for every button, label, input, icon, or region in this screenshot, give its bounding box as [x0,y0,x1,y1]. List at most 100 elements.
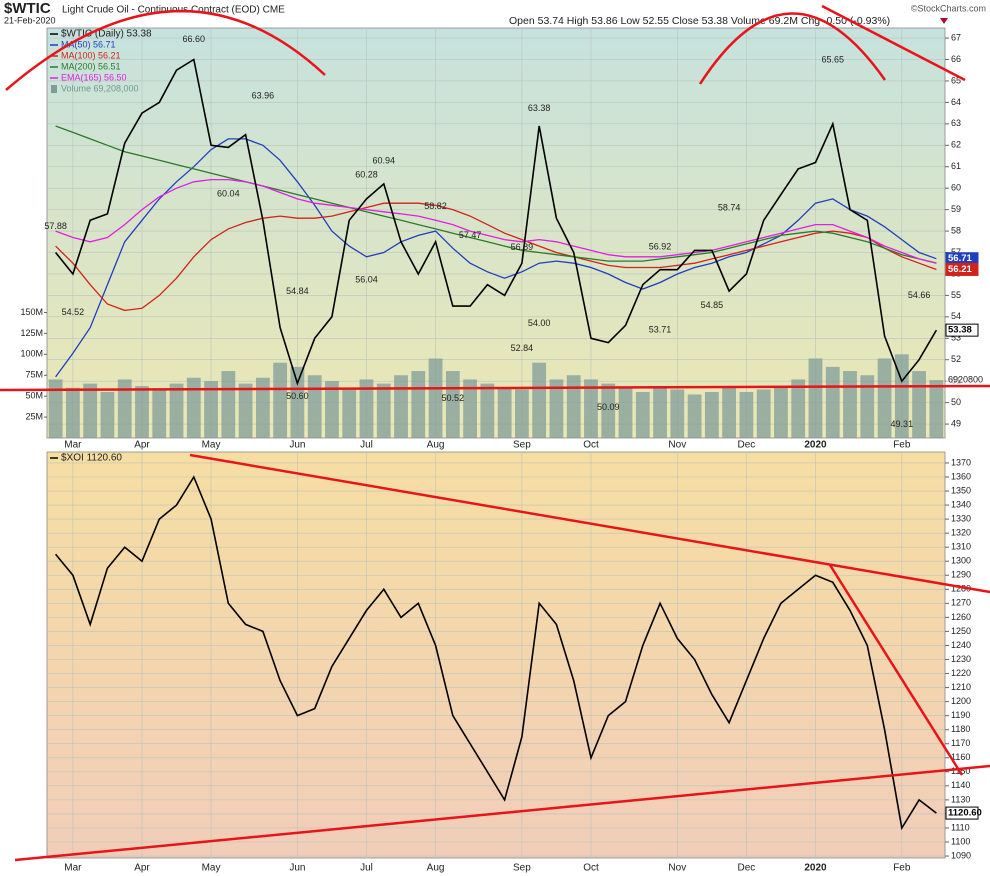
y-tick-label: 1170 [951,738,970,748]
y-tick-label: 1370 [951,457,971,467]
volume-bar [653,386,667,438]
volume-bar [411,371,426,438]
y-tick-label: 1280 [951,584,971,594]
price-label: 50.52 [442,393,465,403]
ma-line [55,138,937,378]
annotations [0,4,990,862]
x-tick-label: Aug [427,863,445,874]
y-tick-label: 1320 [951,528,971,538]
x-tick-label: Oct [583,440,599,451]
y-tick-label: 59 [951,204,961,214]
y-tick-label: 1330 [951,513,971,523]
ma-tag [945,262,979,276]
volume-bar [186,377,201,438]
price-tag-label: 1120.60 [948,808,982,819]
price-label: 65.65 [821,54,844,64]
x-tick-label: Mar [64,863,82,874]
y-tick-label: 1180 [951,724,970,734]
x-tick-label: Jun [289,440,305,451]
volume-bar [48,379,63,438]
price-line [54,475,937,831]
trend-top-right [821,4,966,82]
price-label: 52.84 [511,343,534,353]
y-tick-label: 50 [951,397,961,407]
volume-bar [877,358,892,438]
y-tick-label: 66 [951,54,961,64]
x-tick-label: Feb [893,863,911,874]
price-label: 56.92 [649,242,672,252]
volume-bar [394,375,408,438]
x-tick-label: Sep [513,863,531,874]
volume-bar [514,389,529,438]
volume-tick-label: 75M [25,370,43,380]
x-tick-label: Dec [738,863,756,874]
volume-bar [825,366,840,438]
volume-bar [894,354,909,438]
y-tick-label: 49 [951,418,961,428]
panels: 49505152535455565758596061626364656667Ma… [20,27,990,874]
y-tick-label: 1130 [951,794,970,804]
y-tick-label: 53 [951,333,961,343]
x-tick-label: Aug [427,440,445,451]
volume-bar [618,387,633,438]
source: ©StockCharts.com [911,3,986,13]
price-tag [945,806,979,820]
legend-entry: EMA(165) 56.50 [61,72,127,82]
volume-bar [532,362,547,438]
volume-bar [445,371,460,438]
y-tick-label: 58 [951,225,961,235]
y-tick-label: 67 [951,32,961,42]
volume-tick-label: 125M [20,328,43,338]
price-label: 53.71 [649,324,672,334]
price-line [54,58,938,386]
y-tick-label: 1230 [951,654,971,664]
volume-bar [255,377,270,438]
price-label: 60.94 [372,155,395,165]
price-label: 54.52 [62,307,85,317]
volume-bar [774,387,788,438]
volume-bar [204,381,218,438]
y-tick-label: 60 [951,183,961,193]
x-tick-label: Jun [289,863,305,874]
x-tick-label: Jul [360,863,373,874]
volume-bar [359,379,374,438]
volume-tick-label: 150M [20,307,43,317]
y-tick-label: 1140 [951,780,970,790]
volume-bar [549,379,564,438]
volume-bar [912,371,927,438]
volume-bar [325,381,339,438]
volume-bar [584,379,598,438]
date: 21-Feb-2020 [4,15,56,25]
volume-bar [307,375,322,438]
legend-swatch [51,85,57,93]
x-tick-label: Apr [134,440,150,451]
volume-bar [704,391,719,438]
x-tick-label: Dec [738,440,756,451]
y-tick-label: 1350 [951,485,971,495]
y-tick-label: 1340 [951,499,971,509]
volume-bar [722,387,737,438]
x-tick-label: May [202,863,221,874]
price-label: 54.84 [286,286,309,296]
y-tick-label: 65 [951,75,961,85]
x-tick-label: Apr [134,863,150,874]
y-tick-label: 57 [951,247,961,257]
volume-bar [929,380,944,438]
volume-bar [601,383,616,438]
arc-right [698,12,887,85]
price-label: 57.88 [44,221,67,231]
volume-bar [117,379,132,438]
price-label: 66.60 [183,34,206,44]
volume-bar [100,391,115,438]
y-tick-label: 1210 [951,682,971,692]
volume-tag [946,374,990,387]
steep-trend-line [828,564,964,776]
symbol: $WTIC [4,0,51,17]
volume-bar [342,387,357,438]
ma-tag-label: 56.21 [948,264,972,275]
volume-bar [756,389,771,438]
x-tick-label: Sep [513,440,531,451]
arc-left [5,9,326,91]
down-arrow [940,18,948,24]
